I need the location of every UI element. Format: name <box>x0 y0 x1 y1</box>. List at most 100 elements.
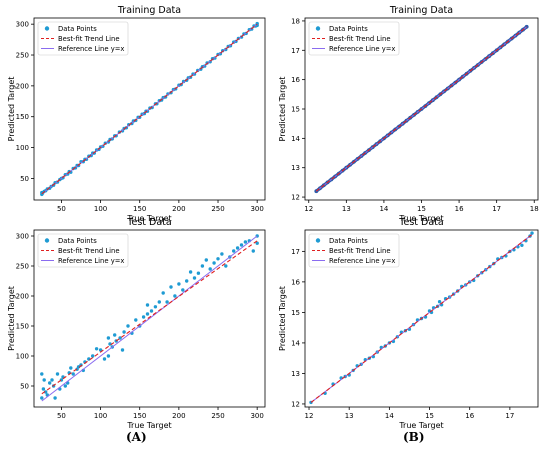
x-tick-label: 16 <box>465 412 474 420</box>
y-tick-label: 12 <box>291 194 300 202</box>
trend-line <box>315 26 528 192</box>
data-point <box>71 372 75 376</box>
x-tick-label: 12 <box>304 205 313 213</box>
y-tick-label: 16 <box>291 278 300 286</box>
data-point <box>204 258 208 262</box>
data-point <box>200 264 205 268</box>
legend-label-trend: Best-fit Trend Line <box>58 35 120 43</box>
data-point <box>165 300 169 304</box>
y-tick-label: 18 <box>291 17 300 25</box>
y-tick-label: 15 <box>291 106 300 114</box>
legend: Data Points Best-fit Trend Line Reference … <box>37 233 129 268</box>
axes-frame <box>33 17 266 201</box>
data-point <box>40 372 44 376</box>
y-tick-label: 100 <box>16 353 29 361</box>
data-point <box>53 396 57 400</box>
data-point <box>157 300 161 304</box>
y-tick-label: 15 <box>291 309 300 317</box>
data-point <box>40 396 44 400</box>
y-tick-label: 17 <box>291 47 300 55</box>
y-tick-label: 150 <box>16 323 29 331</box>
data-point <box>134 318 138 322</box>
legend-label-trend: Best-fit Trend Line <box>58 247 120 255</box>
plot-area <box>40 234 259 402</box>
data-point <box>185 279 189 283</box>
y-tick-label: 100 <box>16 144 29 152</box>
y-tick-label: 12 <box>291 400 300 408</box>
legend-label-trend: Best-fit Trend Line <box>329 247 391 255</box>
legend-label-reference: Reference Line y=x <box>329 45 395 53</box>
data-point <box>196 271 201 275</box>
y-axis-label: Predicted Target <box>278 77 287 142</box>
data-point <box>122 330 126 334</box>
x-tick-label: 17 <box>505 412 514 420</box>
data-point <box>181 288 185 292</box>
trend-line <box>41 23 258 195</box>
y-axis-label: Predicted Target <box>7 286 16 351</box>
x-tick-label: 150 <box>133 412 146 420</box>
data-point <box>255 241 259 245</box>
data-point <box>224 264 228 268</box>
y-axis-label: Predicted Target <box>278 286 287 351</box>
data-point <box>145 312 150 316</box>
x-tick-label: 50 <box>57 412 66 420</box>
y-tick-label: 17 <box>291 248 300 256</box>
data-point <box>520 243 524 247</box>
y-tick-label: 14 <box>291 135 300 143</box>
data-point <box>437 300 442 304</box>
legend-point-marker <box>315 238 321 243</box>
chart-2: Training Data 12 13 14 15 16 17 18 12 13 14 15 16 17 1… <box>278 5 539 223</box>
y-tick-label: 300 <box>16 233 29 241</box>
x-tick-label: 18 <box>530 205 539 213</box>
y-tick-label: 250 <box>16 263 29 271</box>
data-point <box>141 315 146 319</box>
x-tick-label: 300 <box>250 412 263 420</box>
plot-area <box>40 21 259 197</box>
y-tick-label: 13 <box>291 370 300 378</box>
data-point <box>55 372 60 376</box>
data-point <box>94 347 99 351</box>
legend-box <box>308 233 400 268</box>
trend-line <box>41 240 258 395</box>
y-tick-label: 50 <box>20 383 29 391</box>
x-tick-label: 250 <box>211 412 224 420</box>
legend-point-marker <box>44 26 50 31</box>
y-tick-label: 14 <box>291 339 300 347</box>
data-point <box>251 249 255 253</box>
x-tick-label: 15 <box>425 412 434 420</box>
plot-area <box>314 24 529 194</box>
data-point <box>177 282 181 286</box>
x-tick-label: 100 <box>94 205 107 213</box>
chart-3: Test Data 50 100 150 200 250 300 50 100 150 200 250… <box>7 217 266 430</box>
y-tick-label: 300 <box>16 21 29 29</box>
data-point <box>126 324 130 328</box>
x-tick-label: 16 <box>455 205 464 213</box>
legend-label-points: Data Points <box>329 237 368 245</box>
x-axis-label: True Target <box>126 421 171 430</box>
data-point <box>153 305 158 309</box>
data-point <box>50 378 54 382</box>
data-point <box>173 294 177 298</box>
data-point <box>42 378 46 382</box>
data-point <box>106 336 111 340</box>
plot-area <box>309 231 534 405</box>
legend-point-marker <box>44 238 50 243</box>
x-tick-label: 12 <box>305 412 314 420</box>
axes-frame <box>304 229 539 408</box>
data-point <box>149 309 154 313</box>
data-point <box>216 257 220 261</box>
data-point <box>188 270 193 274</box>
y-tick-label: 16 <box>291 76 300 84</box>
data-point <box>243 240 248 244</box>
x-tick-label: 150 <box>133 205 146 213</box>
data-point <box>48 381 52 385</box>
y-axis-label: Predicted Target <box>7 77 16 142</box>
data-point <box>113 333 117 337</box>
chart-title: Test Data <box>126 217 171 228</box>
x-tick-label: 200 <box>172 205 185 213</box>
x-tick-label: 15 <box>417 205 426 213</box>
reference-line <box>41 235 258 402</box>
panel-label-a: (A) <box>126 430 147 444</box>
legend-label-points: Data Points <box>58 237 97 245</box>
